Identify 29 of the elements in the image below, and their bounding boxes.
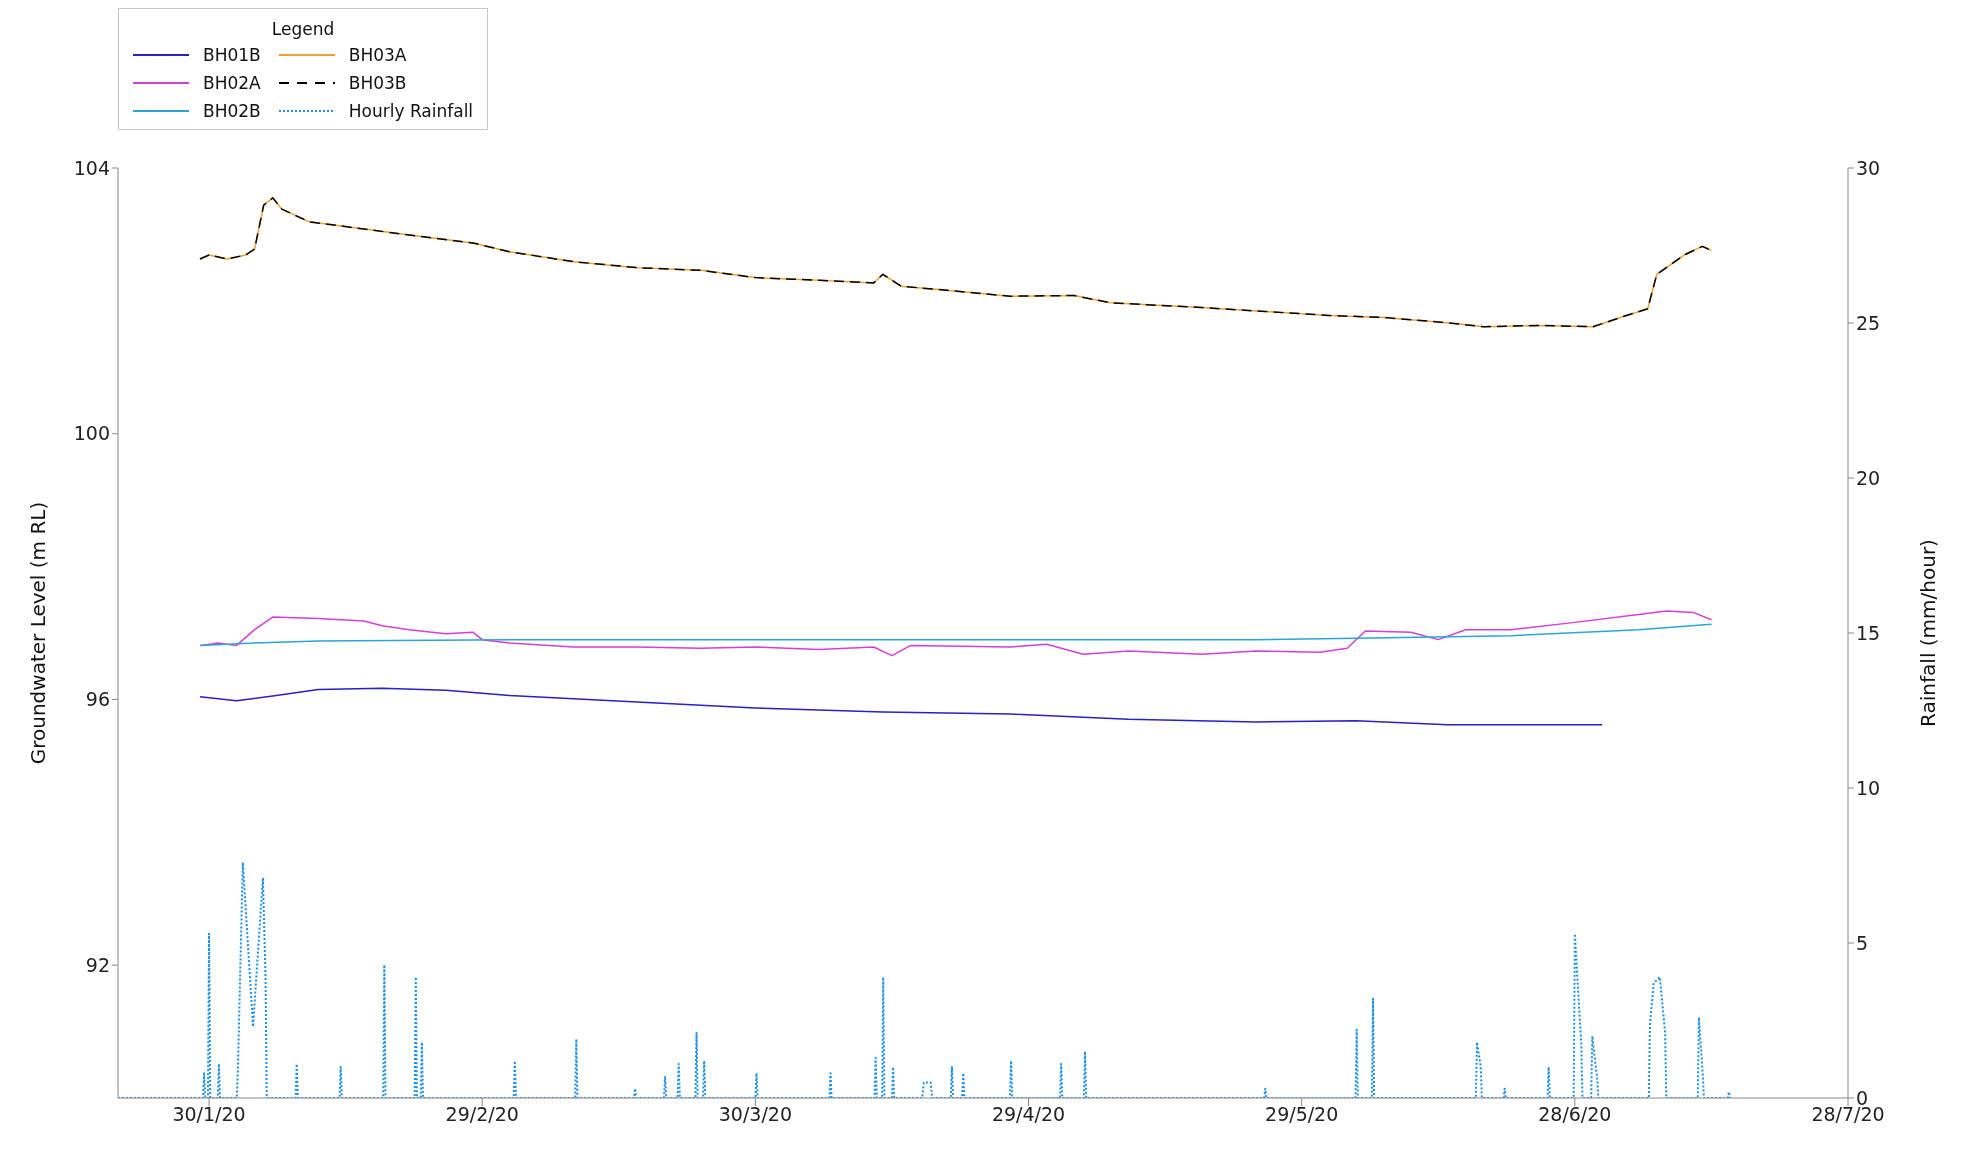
y2-tick-label: 10	[1856, 776, 1881, 799]
x-tick-label: 30/1/20	[172, 1103, 246, 1126]
y-tick-label: 100	[73, 422, 110, 445]
y2-axis-title: Rainfall (mm/hour)	[1916, 539, 1941, 727]
y2-tick-label: 15	[1856, 621, 1881, 644]
y-axis-title: Groundwater Level (m RL)	[26, 501, 51, 765]
line-series	[199, 687, 1603, 726]
x-tick-label: 29/4/20	[991, 1103, 1066, 1126]
y2-tick-label: 5	[1856, 931, 1869, 954]
y2-tick-label: 30	[1856, 156, 1881, 179]
legend-label: BH03A	[348, 45, 407, 65]
legend-label: BH03B	[348, 73, 407, 93]
x-tick-label: 29/5/20	[1265, 1103, 1339, 1126]
y-tick-label: 92	[85, 953, 110, 976]
line-series	[199, 623, 1713, 647]
y-tick-label: 96	[85, 688, 110, 711]
x-tick-label: 30/3/20	[718, 1103, 792, 1126]
x-tick-label: 28/6/20	[1538, 1103, 1612, 1126]
line-series	[199, 197, 1713, 328]
legend-label: BH02A	[203, 73, 261, 93]
legend-title: Legend	[270, 19, 336, 39]
line-series	[199, 610, 1713, 657]
y2-tick-label: 20	[1856, 466, 1881, 489]
y-tick-label: 104	[73, 156, 110, 179]
legend-label: BH01B	[203, 45, 261, 65]
y2-tick-label: 25	[1856, 311, 1881, 334]
legend-label: Hourly Rainfall	[348, 101, 474, 121]
x-tick-label: 29/2/20	[445, 1103, 519, 1126]
legend-label: BH02B	[203, 101, 261, 121]
